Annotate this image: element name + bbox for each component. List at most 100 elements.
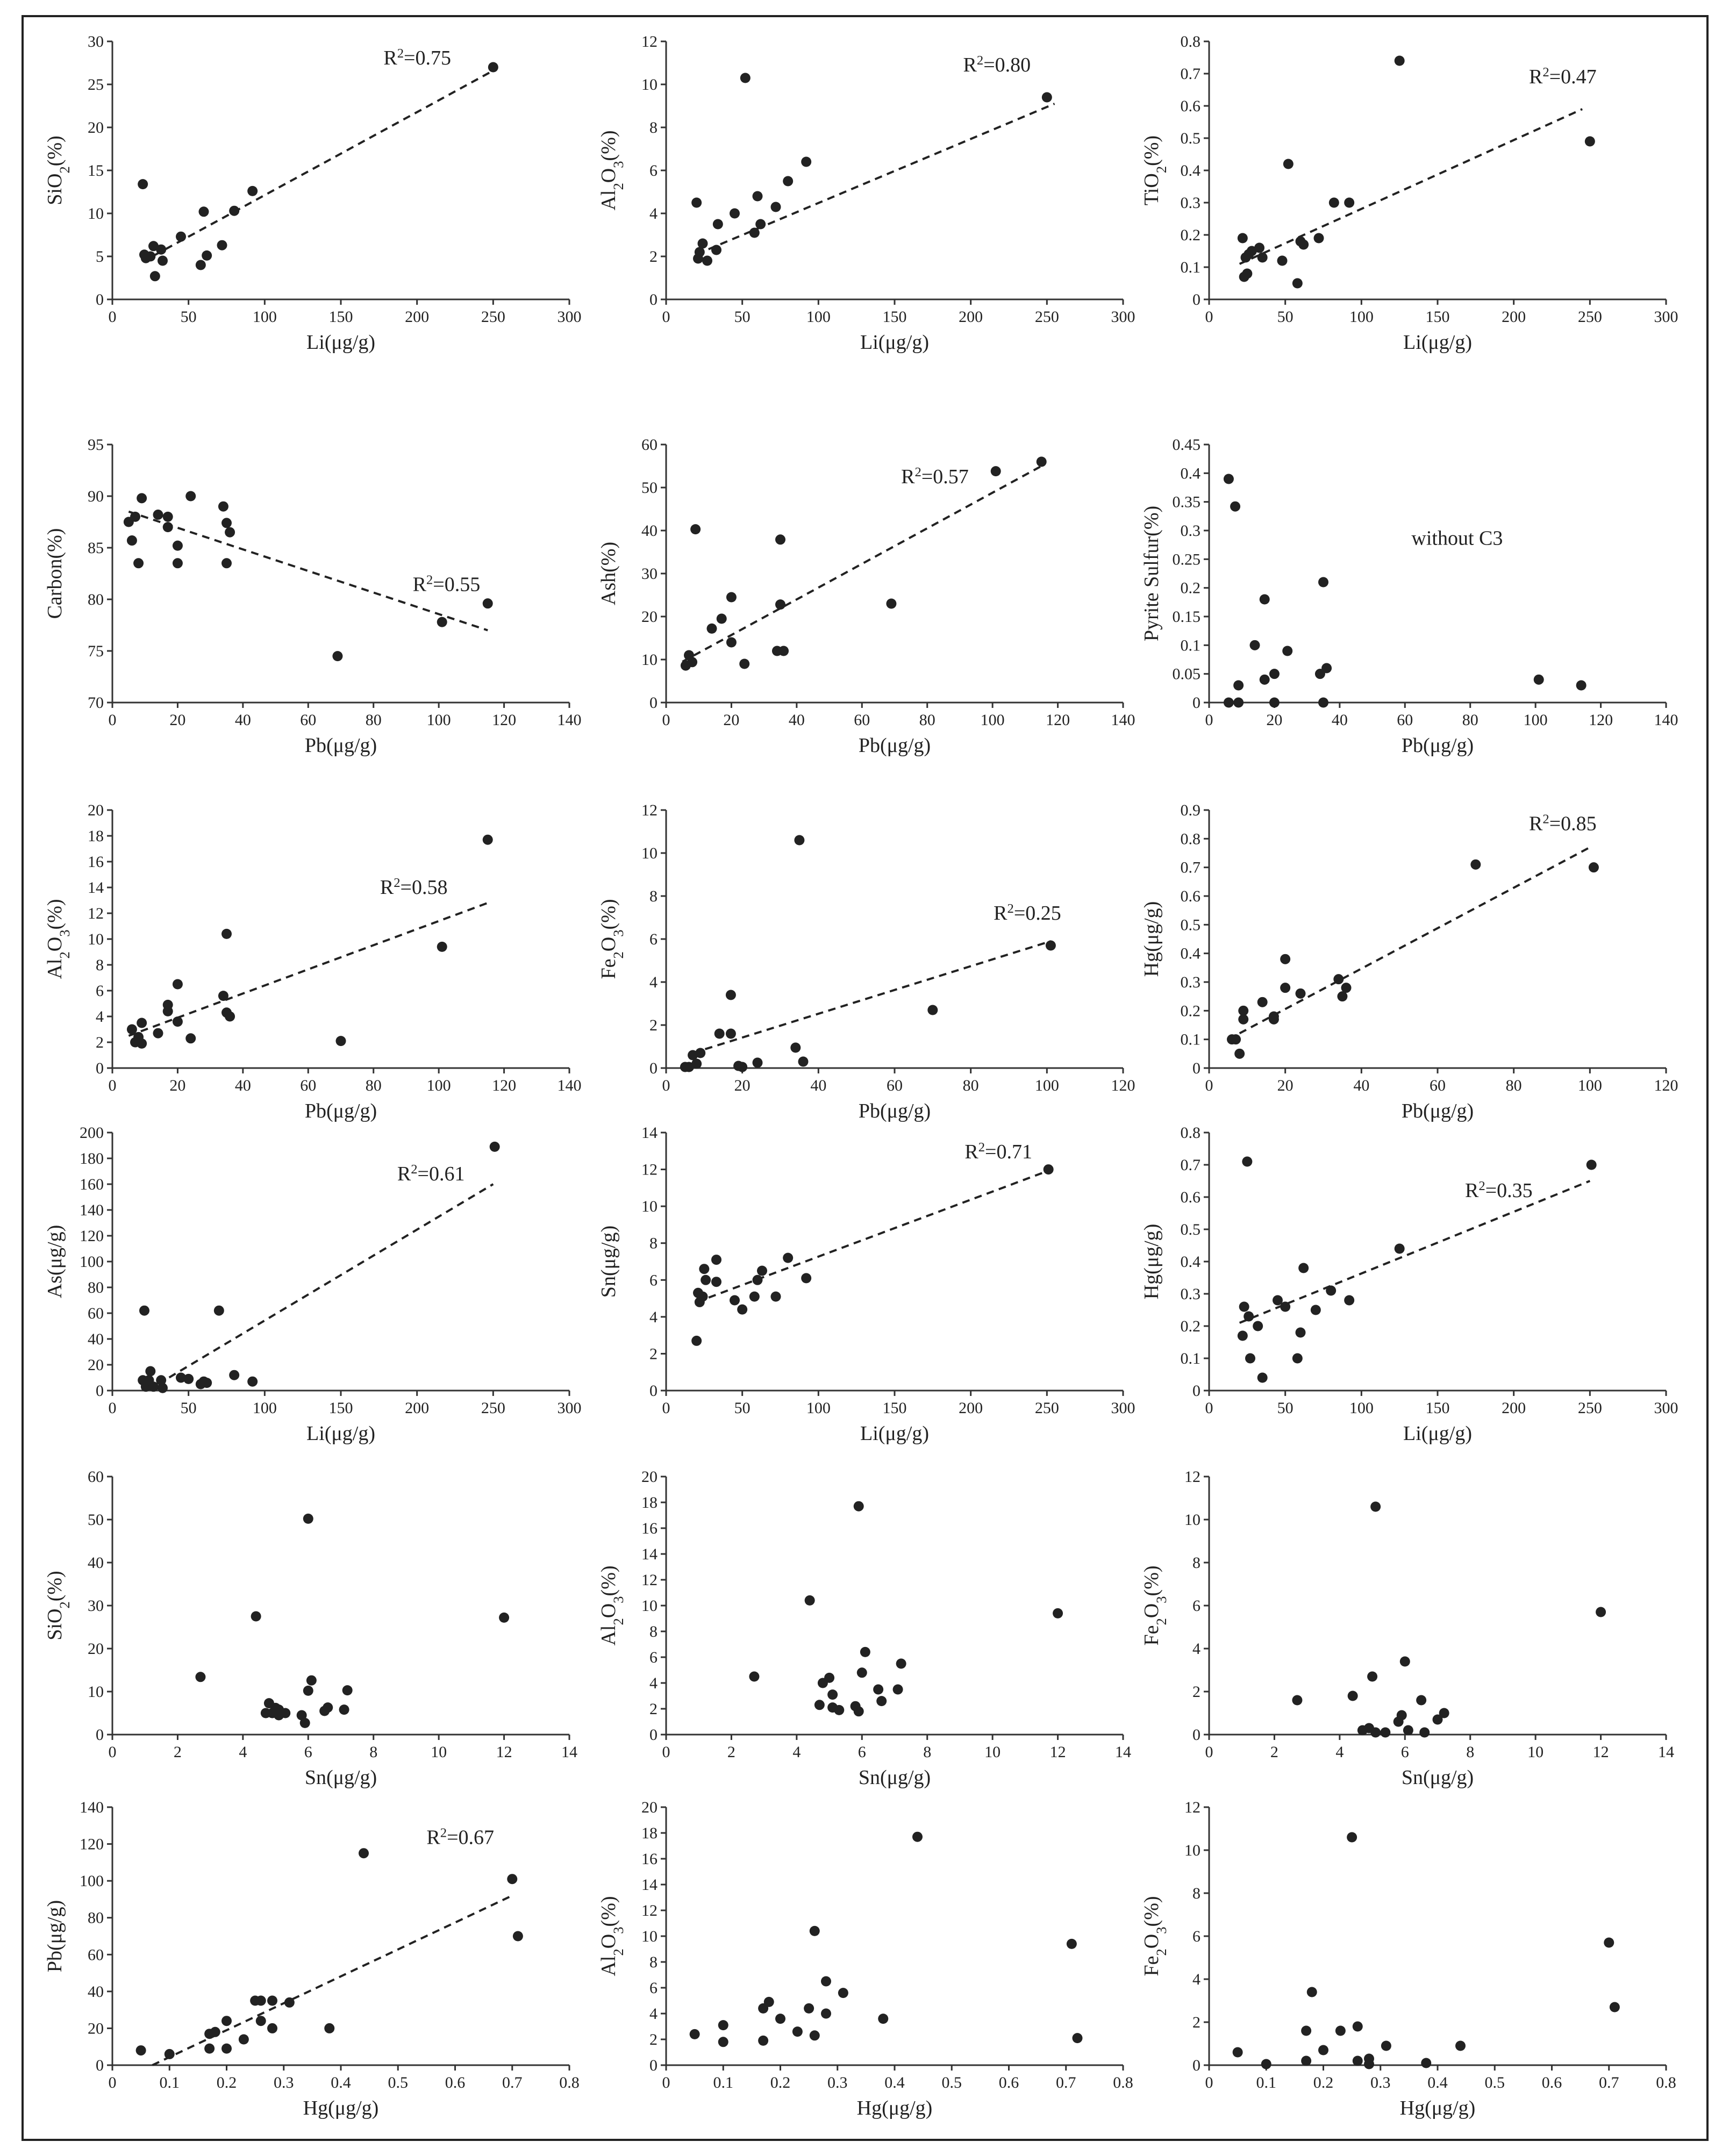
y-tick-label: 20 <box>641 608 658 626</box>
data-point <box>332 651 343 662</box>
x-tick-label: 80 <box>963 1077 979 1094</box>
data-point <box>153 1028 163 1038</box>
x-tick-label: 200 <box>959 1399 983 1417</box>
data-point <box>172 1016 183 1027</box>
data-point <box>1364 2059 1374 2069</box>
y-tick-label: 0 <box>96 1726 104 1744</box>
x-tick-label: 100 <box>1524 711 1548 729</box>
data-point <box>1381 2040 1391 2051</box>
data-point <box>809 2030 820 2041</box>
data-point <box>1337 991 1348 1002</box>
y-tick-label: 0 <box>1192 1382 1200 1400</box>
data-point <box>267 1995 277 2006</box>
y-tick-label: 95 <box>88 436 104 454</box>
x-tick-label: 150 <box>883 308 907 326</box>
data-point <box>1245 1353 1255 1364</box>
x-tick-label: 60 <box>1430 1077 1446 1094</box>
data-point <box>790 1042 801 1053</box>
y-tick-label: 0.15 <box>1173 608 1201 626</box>
data-point <box>1295 1327 1306 1338</box>
data-point <box>1301 2055 1312 2066</box>
x-tick-label: 300 <box>558 1399 582 1417</box>
y-tick-label: 20 <box>88 1356 104 1374</box>
data-point <box>153 510 163 520</box>
data-point <box>202 1378 212 1388</box>
y-tick-label: 0.6 <box>1181 1188 1201 1206</box>
x-tick-label: 0.7 <box>1056 2074 1076 2091</box>
x-tick-label: 4 <box>792 1743 801 1761</box>
data-point <box>752 191 763 202</box>
x-tick-label: 60 <box>854 711 870 729</box>
data-point <box>303 1513 313 1524</box>
data-point <box>718 2020 728 2031</box>
y-tick-label: 12 <box>641 33 658 51</box>
x-tick-label: 200 <box>405 308 429 326</box>
data-point <box>801 1273 812 1284</box>
data-point <box>1043 1164 1054 1175</box>
data-point <box>1306 1987 1317 1997</box>
data-point <box>1588 862 1599 873</box>
data-point <box>1439 1708 1449 1718</box>
x-tick-label: 50 <box>734 308 751 326</box>
data-point <box>156 244 167 255</box>
y-tick-label: 5 <box>96 248 104 266</box>
y-tick-label: 14 <box>641 1124 658 1142</box>
x-tick-label: 8 <box>923 1743 931 1761</box>
data-point <box>1380 1727 1391 1738</box>
y-tick-label: 60 <box>88 1946 104 1964</box>
y-tick-label: 20 <box>641 1799 658 1816</box>
data-point <box>1237 233 1248 243</box>
data-point <box>927 1005 938 1015</box>
data-point <box>221 928 232 939</box>
chart-panel-p15: 0 2 4 6 8 10 12 14 0 2 4 6 8 10 12 Sn(μg/g) Fe2O3(%) <box>1140 1468 1674 1789</box>
y-tick-label: 16 <box>641 1850 658 1868</box>
y-tick-label: 0 <box>649 1726 658 1744</box>
y-tick-label: 60 <box>641 436 658 454</box>
data-point <box>1268 1014 1279 1025</box>
y-tick-label: 0.2 <box>1181 579 1201 597</box>
x-tick-label: 100 <box>1035 1077 1059 1094</box>
x-axis-title: Li(μg/g) <box>306 1422 375 1445</box>
y-tick-label: 2 <box>1192 1683 1200 1701</box>
y-tick-label: 0.8 <box>1181 1124 1201 1142</box>
data-point <box>856 1667 867 1678</box>
data-point <box>185 491 196 502</box>
data-point <box>749 1671 760 1682</box>
y-tick-label: 0.45 <box>1173 436 1201 454</box>
data-point <box>1344 197 1355 208</box>
data-point <box>221 2016 232 2026</box>
x-tick-label: 20 <box>169 1077 185 1094</box>
data-point <box>878 2014 889 2024</box>
data-point <box>489 1141 500 1152</box>
x-axis-title: Li(μg/g) <box>860 1422 929 1445</box>
data-point <box>195 260 206 270</box>
data-point <box>876 1696 887 1707</box>
data-point <box>718 2037 728 2047</box>
y-axis-title: Pb(μg/g) <box>44 1900 66 1972</box>
x-axis-title: Hg(μg/g) <box>303 2097 379 2119</box>
x-tick-label: 100 <box>1349 308 1374 326</box>
data-point <box>775 599 785 610</box>
data-point <box>1328 197 1339 208</box>
y-tick-label: 30 <box>641 565 658 583</box>
y-tick-label: 20 <box>88 2019 104 2037</box>
r-squared-label: R2=0.55 <box>413 572 481 596</box>
data-point <box>1223 697 1234 708</box>
x-tick-label: 0 <box>1205 711 1213 729</box>
data-point <box>912 1831 923 1842</box>
data-point <box>1403 1725 1413 1736</box>
x-tick-label: 200 <box>959 308 983 326</box>
r-squared-label: R2=0.85 <box>1529 812 1597 835</box>
x-axis-title: Sn(μg/g) <box>1402 1766 1474 1789</box>
x-tick-label: 300 <box>1654 308 1678 326</box>
data-point <box>821 1976 831 1987</box>
data-point <box>1347 1832 1357 1843</box>
data-point <box>737 1062 748 1072</box>
data-point <box>1045 940 1056 951</box>
data-point <box>873 1684 884 1695</box>
data-point <box>323 1702 333 1713</box>
y-tick-label: 2 <box>649 1016 658 1034</box>
data-point <box>229 1370 240 1380</box>
x-tick-label: 120 <box>1046 711 1070 729</box>
data-point <box>229 205 240 216</box>
